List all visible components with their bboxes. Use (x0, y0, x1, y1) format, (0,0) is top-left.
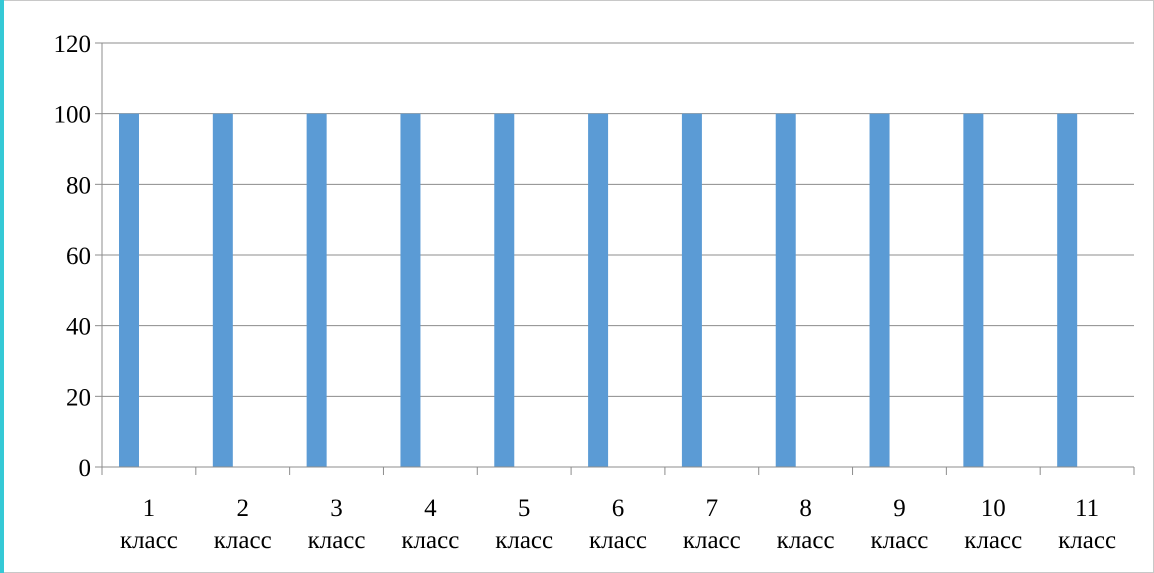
x-tick-label-line: 8 (799, 495, 812, 522)
x-tick-label-line: класс (120, 527, 178, 554)
y-tick-label: 80 (66, 172, 91, 199)
bar-8 (775, 113, 796, 468)
accent-stripe (0, 0, 4, 573)
y-tick-label: 100 (54, 102, 92, 129)
bar-10 (963, 113, 984, 468)
gridlines (102, 42, 1134, 397)
x-tick-label-line: 1 (143, 495, 156, 522)
bar-4 (400, 113, 421, 468)
x-tick-label-line: класс (964, 527, 1022, 554)
bar-1 (119, 113, 139, 468)
bar-9 (869, 113, 890, 468)
x-tick-label: 8 класс (777, 495, 835, 554)
y-tick-label: 60 (66, 243, 91, 270)
x-tick-label-line: 11 (1075, 495, 1099, 522)
x-tick-label-line: класс (495, 527, 553, 554)
x-tick-label: 10 класс (964, 495, 1022, 554)
x-tick-label-line: 6 (612, 495, 625, 522)
x-tick-label: 6 класс (589, 495, 647, 554)
y-tick-label: 120 (54, 31, 92, 58)
x-tick-label-line: класс (308, 527, 366, 554)
x-tick-label: 11 класс (1058, 495, 1116, 554)
y-tick-label: 40 (66, 314, 91, 341)
x-tick-label-line: 4 (424, 495, 437, 522)
x-tick-label-line: класс (589, 527, 647, 554)
x-tick-label-line: класс (777, 527, 835, 554)
bar-7 (681, 113, 702, 468)
x-tick-label: 1 класс (120, 495, 178, 554)
x-tick-label-line: 9 (893, 495, 906, 522)
x-tick-label-line: класс (214, 527, 272, 554)
y-tick-label: 20 (66, 384, 91, 411)
bar-2 (212, 113, 233, 468)
bar-3 (306, 113, 327, 468)
axes (95, 42, 1135, 475)
x-tick-label: 3 класс (308, 495, 366, 554)
bar-6 (588, 113, 609, 468)
y-tick-label: 0 (79, 455, 92, 482)
x-tick-labels: 1 класс 2 класс 3 класс 4 класс 5 класс 6 класс 7 кла… (120, 495, 1116, 554)
bars (119, 113, 1078, 468)
x-tick-label: 4 класс (401, 495, 459, 554)
x-tick-label-line: 3 (330, 495, 343, 522)
x-tick-label-line: 7 (706, 495, 719, 522)
y-tick-labels: 0 20 40 60 80 100 120 (54, 31, 92, 482)
x-tick-label-line: класс (1058, 527, 1116, 554)
x-tick-label-line: 5 (518, 495, 531, 522)
bar-5 (494, 113, 515, 468)
x-tick-label-line: класс (401, 527, 459, 554)
x-tick-label: 7 класс (683, 495, 741, 554)
x-tick-label-line: 10 (981, 495, 1006, 522)
x-tick-label: 2 класс (214, 495, 272, 554)
x-tick-label-line: класс (683, 527, 741, 554)
x-tick-label: 5 класс (495, 495, 553, 554)
bar-11 (1057, 113, 1078, 468)
x-tick-label: 9 класс (870, 495, 928, 554)
x-tick-label-line: 2 (236, 495, 249, 522)
x-tick-label-line: класс (870, 527, 928, 554)
